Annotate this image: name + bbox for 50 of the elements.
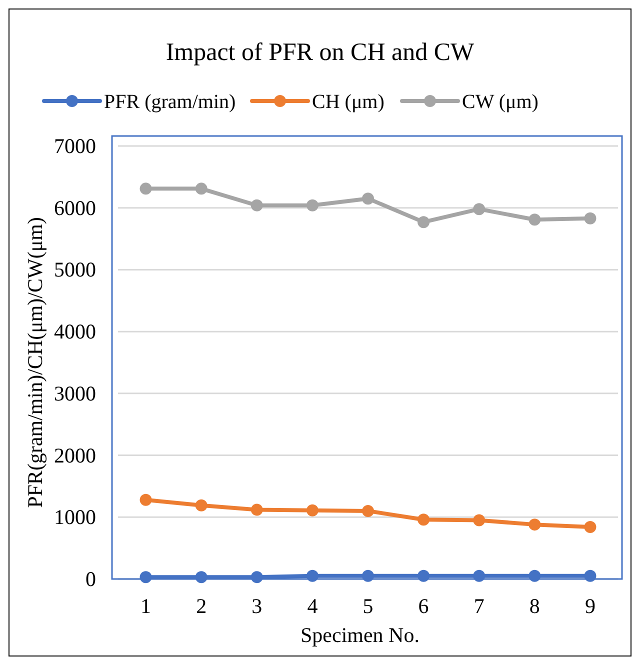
point	[473, 570, 486, 582]
y-tick-label: 0	[86, 567, 96, 591]
point	[528, 518, 541, 531]
x-tick-label: 5	[362, 594, 374, 618]
x-tick-label: 2	[196, 594, 207, 618]
y-tick-label: 1000	[54, 505, 96, 530]
point	[250, 504, 263, 516]
point	[195, 571, 208, 584]
point	[306, 570, 318, 582]
point	[195, 499, 208, 512]
y-tick-label: 2000	[54, 443, 96, 468]
point	[250, 199, 263, 212]
y-tick-label: 5000	[54, 258, 96, 282]
point	[362, 570, 374, 582]
y-tick-label: 7000	[54, 134, 96, 158]
point	[140, 494, 152, 506]
x-tick-label: 4	[307, 594, 318, 618]
y-tick-label: 6000	[54, 196, 96, 220]
point	[140, 571, 152, 584]
x-tick-label: 7	[474, 594, 484, 618]
x-tick-label: 1	[140, 594, 152, 618]
x-tick-label: 3	[252, 594, 262, 618]
point	[418, 514, 430, 526]
point	[195, 182, 208, 195]
point	[473, 203, 486, 216]
y-tick-label: 3000	[54, 381, 96, 406]
point	[584, 570, 596, 582]
point	[473, 514, 486, 526]
point	[584, 212, 596, 224]
legend-label: CW (μm)	[462, 91, 538, 113]
x-tick-label: 8	[529, 594, 540, 618]
x-tick-label: 6	[418, 594, 429, 618]
point	[250, 571, 263, 584]
point	[584, 521, 596, 534]
point	[306, 504, 318, 516]
x-tick-label: 9	[584, 594, 596, 618]
point	[418, 216, 430, 228]
point	[362, 504, 374, 517]
legend-label: PFR (gram/min)	[104, 91, 236, 113]
point	[140, 182, 152, 195]
x-axis-title: Specimen No.	[300, 623, 420, 647]
point	[418, 570, 430, 582]
point	[362, 192, 374, 205]
y-axis-title: PFR(gram/min)/CH(μm)/CW(μm)	[23, 217, 47, 508]
point	[528, 214, 541, 226]
point	[306, 199, 318, 212]
legend-label: CH (μm)	[312, 91, 384, 113]
y-tick-label: 4000	[54, 320, 96, 344]
point	[528, 570, 541, 582]
chart-title: Impact of PFR on CH and CW	[166, 39, 475, 66]
